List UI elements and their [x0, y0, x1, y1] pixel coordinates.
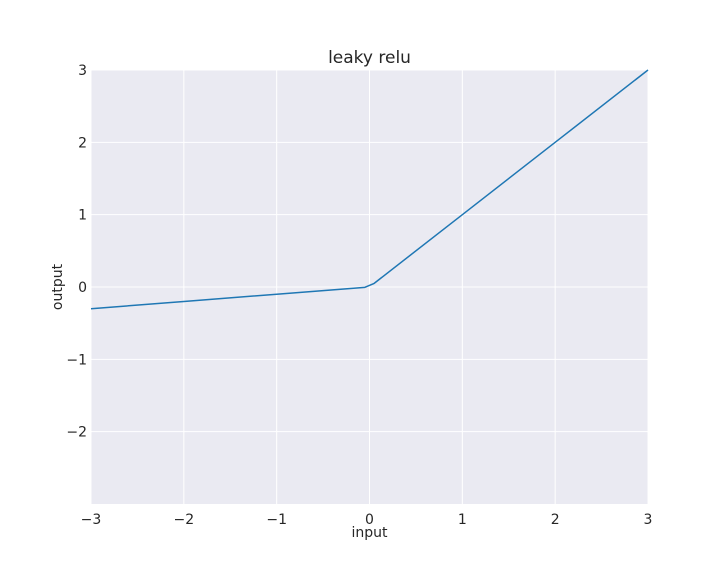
series-layer — [90, 69, 649, 310]
y-tick-label: 2 — [78, 135, 87, 151]
x-tick-label: −2 — [174, 512, 195, 528]
x-tick-label: 3 — [644, 512, 653, 528]
y-tick-label: 0 — [78, 280, 87, 296]
x-axis-label: input — [351, 525, 388, 541]
x-tick-label: 0 — [365, 512, 374, 528]
series-line — [90, 69, 649, 310]
y-tick-label: 3 — [78, 63, 87, 79]
x-tick-label: 1 — [458, 512, 467, 528]
x-tick-label: −3 — [81, 512, 102, 528]
tick-labels: −3 −2 −1 0 1 2 3 −2 −1 0 1 2 3 — [66, 63, 652, 528]
chart-title: leaky relu — [328, 48, 411, 68]
x-tick-label: 2 — [551, 512, 560, 528]
y-tick-label: 1 — [78, 208, 87, 224]
x-tick-label: −1 — [266, 512, 287, 528]
grid — [90, 69, 649, 504]
y-axis-label: output — [50, 263, 66, 310]
y-tick-label: −1 — [66, 352, 87, 368]
y-tick-label: −2 — [66, 425, 87, 441]
